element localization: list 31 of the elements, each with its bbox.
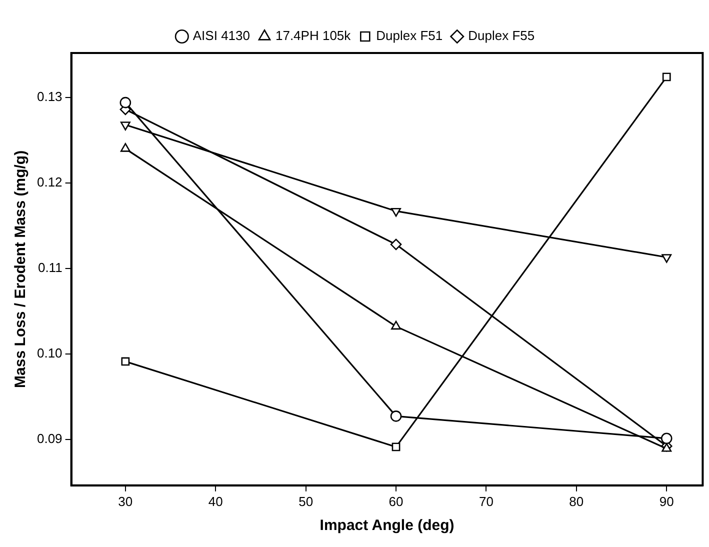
y-tick-label: 0.12 [36,174,62,190]
x-axis-title: Impact Angle (deg) [320,517,454,534]
point [390,238,402,250]
point [662,72,671,82]
y-tick-label: 0.13 [36,89,62,104]
y-tick-label: 0.11 [38,260,62,275]
x-tick-label: 40 [208,494,223,509]
point [391,208,401,217]
point [121,357,130,366]
point [392,442,400,452]
legend-label: 17.4PH 105k [275,28,352,44]
x-tick-label: 70 [478,494,494,509]
y-axis-title: Mass Loss / Erodent Mass (mg/g) [12,150,30,388]
point [120,96,132,108]
y-tick-label: 0.10 [36,345,62,360]
point [120,143,130,152]
legend-label: Duplex F51 [376,28,443,44]
y-tick-label: 0.09 [36,430,62,446]
legend-label: AISI 4130 [192,28,250,44]
point [660,432,672,444]
x-tick-label: 60 [388,494,404,509]
x-tick-label: 50 [298,494,314,509]
point [662,254,672,263]
legend-label: Duplex F55 [468,28,535,44]
point [391,320,401,330]
x-tick-label: 80 [569,494,584,509]
point [390,410,402,422]
point [662,443,672,452]
x-tick-label: 30 [118,494,133,509]
x-tick-label: 90 [659,494,674,509]
point [120,122,130,130]
